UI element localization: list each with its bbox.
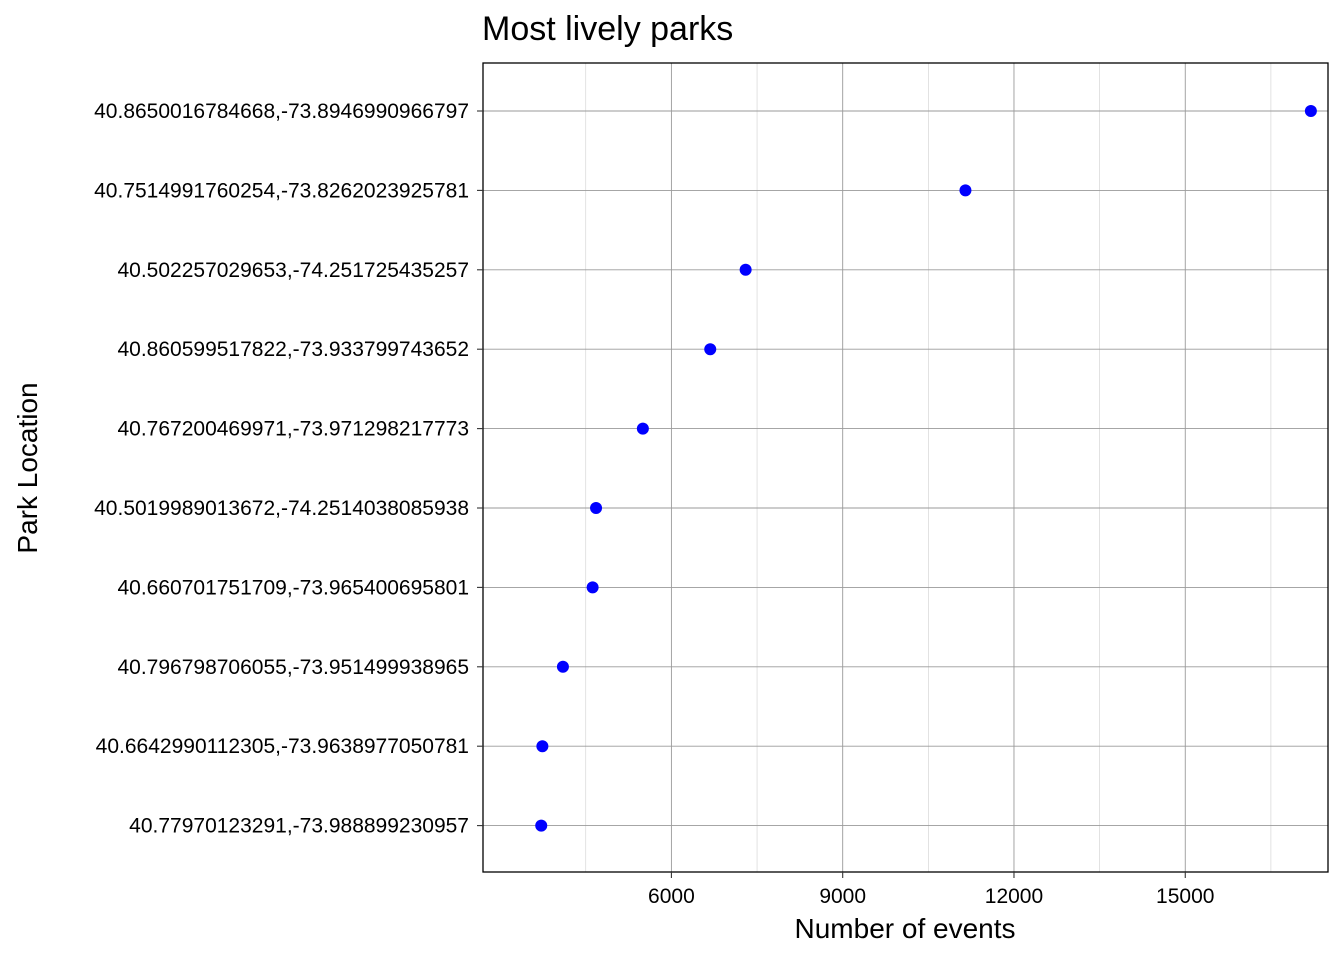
x-tick-label: 9000: [819, 885, 866, 908]
plot-panel: [482, 62, 1329, 873]
y-tick-label: 40.77970123291,-73.988899230957: [129, 815, 469, 838]
data-point: [586, 581, 599, 594]
data-point: [959, 184, 972, 197]
x-axis-title: Number of events: [795, 913, 1016, 944]
data-point: [590, 502, 603, 514]
y-axis-title: Park Location: [12, 382, 43, 553]
y-tick-label: 40.796798706055,-73.951499938965: [117, 656, 469, 679]
chart-title: Most lively parks: [482, 10, 733, 48]
y-axis: 40.8650016784668,-73.8946990966797 40.751…: [94, 100, 483, 838]
y-tick-label: 40.8650016784668,-73.8946990966797: [94, 100, 469, 123]
y-tick-label: 40.6642990112305,-73.9638977050781: [96, 735, 469, 758]
minor-gridlines: [585, 63, 1272, 872]
x-tick-label: 6000: [648, 885, 695, 908]
y-tick-label: 40.860599517822,-73.933799743652: [117, 338, 469, 361]
x-axis: 6000 9000 12000 15000: [648, 872, 1214, 908]
data-point: [1304, 105, 1317, 117]
y-tick-label: 40.5019989013672,-74.2514038085938: [94, 497, 469, 520]
data-point: [636, 422, 649, 435]
y-tick-label: 40.660701751709,-73.965400695801: [117, 576, 469, 599]
major-gridlines: [483, 63, 1328, 872]
data-point: [536, 740, 549, 753]
y-tick-label: 40.502257029653,-74.251725435257: [117, 259, 469, 282]
data-point: [704, 343, 717, 356]
data-point: [535, 819, 548, 832]
y-tick-label: 40.767200469971,-73.971298217773: [117, 418, 469, 441]
y-tick-label: 40.7514991760254,-73.8262023925781: [94, 179, 469, 202]
data-point: [739, 263, 752, 276]
x-tick-label: 12000: [985, 885, 1043, 908]
data-point: [556, 660, 569, 673]
x-tick-label: 15000: [1156, 885, 1214, 908]
data-points: [535, 105, 1317, 832]
